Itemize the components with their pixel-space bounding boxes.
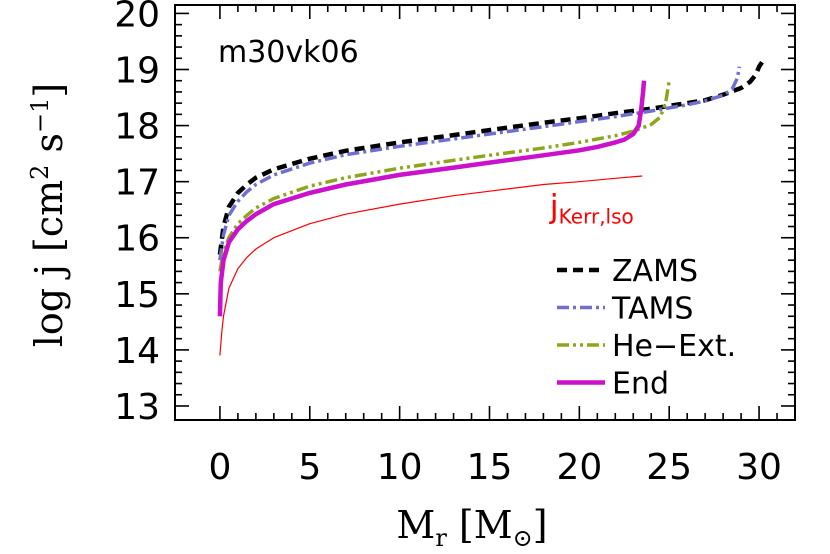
y-axis-label: log j [cm2 s−1] [26,83,71,348]
y-axis-mid: s [27,133,71,165]
series-line-he-ext- [218,80,671,272]
x-tick-label: 20 [556,447,602,488]
series-line-end [217,80,647,317]
tick-labels-layer: 0 5 10 15 20 25 30 13 14 15 16 17 18 19 20 [114,0,782,488]
jkerr-label: jKerr,lso [549,188,634,229]
x-axis-main: M [396,503,435,547]
y-tick-label: 16 [114,219,160,260]
legend-label: End [612,367,669,402]
y-axis-sup1: 2 [26,165,54,180]
x-axis-bracket: [M [447,503,513,547]
x-tick-label: 5 [298,447,321,488]
series-layer [217,59,765,356]
series-line-zams [217,59,765,255]
x-axis-label: Mr [M⊙] [396,503,547,552]
series-line-tams [218,66,742,261]
y-tick-label: 15 [114,275,160,316]
legend-label: He−Ext. [612,329,736,364]
x-axis-title: Mr [M⊙] [396,503,547,552]
y-axis-title: log j [cm2 s−1] [26,83,71,348]
jkerr-annotation: jKerr,lso [549,188,634,229]
x-tick-label: 0 [208,447,231,488]
jkerr-subscript: Kerr,lso [559,205,634,229]
ticks-layer [175,5,795,420]
legend-label: ZAMS [612,254,698,289]
model-label: m30vk06 [218,35,359,70]
y-tick-label: 13 [114,387,160,428]
plot-frame [174,4,796,421]
x-tick-label: 15 [467,447,513,488]
legend-label: TAMS [611,292,693,327]
x-axis-close: ] [533,503,548,547]
x-tick-label: 30 [736,447,782,488]
x-axis-sub: r [435,524,447,552]
y-tick-label: 18 [114,107,160,148]
jkerr-main: j [549,188,559,226]
x-tick-label: 10 [377,447,423,488]
y-axis-close: ] [27,83,71,98]
y-tick-label: 17 [114,163,160,204]
series-line-j-kerr-lso [219,175,643,356]
y-tick-label: 20 [114,0,160,35]
y-axis-sup2: −1 [26,98,54,133]
y-tick-label: 14 [114,331,160,372]
y-tick-label: 19 [114,50,160,91]
y-axis-main: log j [cm [27,180,71,347]
x-axis-sun: ⊙ [513,524,533,552]
x-tick-label: 25 [646,447,692,488]
